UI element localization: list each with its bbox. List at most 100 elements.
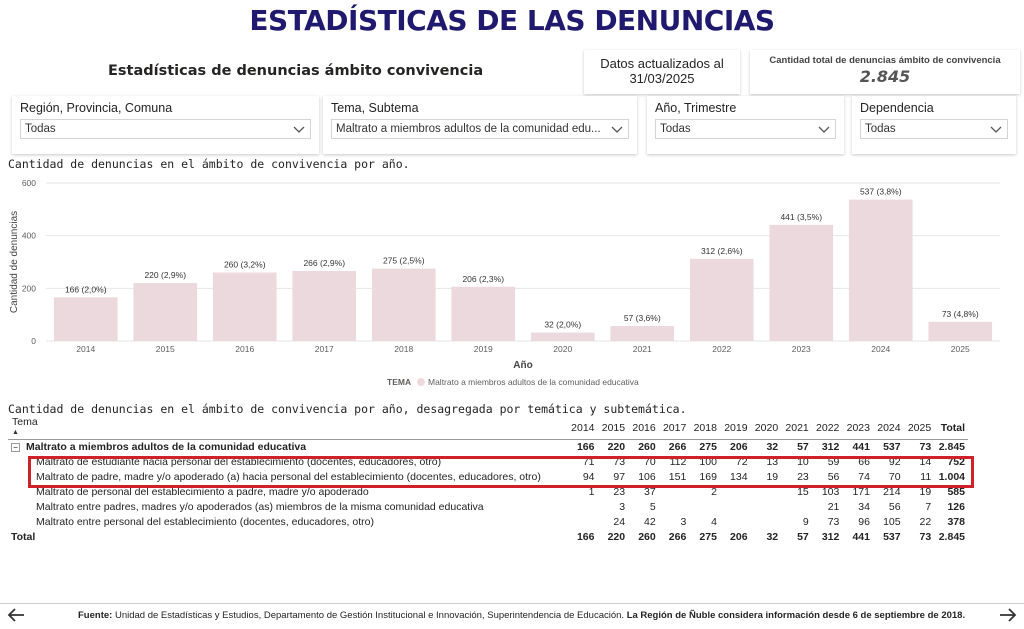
chevron-down-icon [293, 126, 305, 133]
filter-dependencia: Dependencia Todas [852, 96, 1016, 154]
table-cell: 23 [613, 486, 626, 498]
column-header-2017[interactable]: 2017 [658, 416, 690, 440]
filter-region-select[interactable]: Todas [20, 119, 311, 139]
table-cell: 42 [644, 516, 656, 528]
table-cell: 166 [566, 439, 598, 455]
filter-anio-select[interactable]: Todas [655, 119, 836, 139]
table-cell: 171 [852, 486, 870, 498]
x-tick-label-2018: 2018 [394, 344, 413, 354]
column-header-2018[interactable]: 2018 [689, 416, 720, 440]
chevron-down-icon [611, 126, 623, 133]
table-cell: 441 [852, 531, 870, 543]
legend-title: TEMA [387, 377, 411, 387]
table-cell: 73 [613, 456, 626, 468]
column-header-2025[interactable]: 2025 [903, 416, 935, 440]
filter-dependencia-select[interactable]: Todas [860, 119, 1008, 139]
bar-2024 [848, 199, 913, 341]
table-cell: 537 [883, 531, 901, 543]
table-cell: 56 [888, 501, 901, 513]
y-tick-label: 200 [22, 283, 36, 293]
filter-dependencia-label: Dependencia [860, 101, 934, 115]
filter-anio: Año, Trimestre Todas [647, 96, 844, 154]
row-label: Maltrato entre padres, madres y/o apoder… [8, 500, 567, 515]
arrow-left-icon[interactable] [6, 606, 26, 624]
table-cell: 169 [699, 471, 717, 483]
bar-2018 [371, 268, 436, 341]
table-cell: 57 [781, 439, 812, 455]
table-cell: 3 [680, 516, 687, 528]
table-cell: 166 [576, 531, 595, 543]
table-cell [659, 500, 690, 515]
column-header-2016[interactable]: 2016 [628, 416, 659, 440]
collapse-icon[interactable]: − [11, 443, 20, 453]
filter-tema: Tema, Subtema Maltrato a miembros adulto… [323, 96, 637, 154]
table-cell: 275 [689, 439, 720, 455]
arrow-right-icon[interactable] [998, 606, 1018, 624]
table-cell: 24 [613, 516, 626, 528]
filter-region: Región, Provincia, Comuna Todas [12, 96, 319, 154]
table-row: Maltrato de personal del establecimiento… [8, 485, 968, 500]
table-cell: 266 [658, 439, 690, 455]
table-cell: 59 [827, 456, 840, 468]
column-header-2022[interactable]: 2022 [811, 416, 843, 440]
column-header-2023[interactable]: 2023 [842, 416, 873, 440]
row-label: Maltrato de padre, madre y/o apoderado (… [8, 470, 567, 485]
table-cell [567, 515, 598, 530]
data-label-2023: 441 (3,5%) [780, 212, 822, 222]
table-cell: 260 [638, 531, 656, 543]
bar-chart: 0 200 400 600 Cantidad de denuncias 166 (2,0%… [9, 178, 1000, 387]
legend-marker [417, 378, 425, 386]
table-cell: 537 [872, 439, 904, 455]
data-label-2021: 57 (3,6%) [624, 313, 661, 323]
column-header-2020[interactable]: 2020 [750, 416, 782, 440]
filter-anio-label: Año, Trimestre [655, 101, 737, 115]
bar-2016 [212, 272, 277, 341]
table-cell: 134 [730, 471, 748, 483]
filter-tema-label: Tema, Subtema [331, 101, 419, 115]
table-cell: 1 [588, 486, 595, 498]
column-header-2021[interactable]: 2021 [781, 416, 812, 440]
column-header-2015[interactable]: 2015 [597, 416, 629, 440]
table-cell: 21 [827, 501, 840, 513]
table-cell: 13 [766, 456, 779, 468]
column-header-total[interactable]: Total [934, 416, 968, 440]
chart-title: Cantidad de denuncias en el ámbito de co… [8, 157, 410, 171]
table-cell: 37 [644, 486, 656, 498]
row-label-text: Maltrato de personal del establecimiento… [36, 486, 369, 498]
column-header-2014[interactable]: 2014 [566, 416, 598, 440]
data-label-2018: 275 (2,5%) [383, 256, 425, 266]
table-cell: 105 [883, 516, 901, 528]
row-total-cell: 378 [947, 516, 965, 528]
total-denuncias-value: 2.845 [859, 67, 911, 86]
bar-2014 [53, 297, 118, 341]
row-total-cell: 1.004 [938, 471, 965, 483]
row-total-cell: 126 [947, 501, 965, 513]
filter-tema-value: Maltrato a miembros adultos de la comuni… [336, 123, 601, 135]
table-cell: 11 [920, 471, 932, 483]
column-header-2024[interactable]: 2024 [872, 416, 904, 440]
row-label-text: Maltrato a miembros adultos de la comuni… [26, 441, 307, 454]
column-header-2019[interactable]: 2019 [719, 416, 751, 440]
table-cell [720, 485, 751, 500]
bar-2023 [769, 224, 834, 341]
table-cell [720, 515, 751, 530]
footer-source: Fuente: Unidad de Estadísticas y Estudio… [78, 610, 965, 621]
legend-label: Maltrato a miembros adultos de la comuni… [428, 377, 639, 387]
bar-2021 [610, 325, 675, 341]
sort-ascending-icon[interactable]: ▲ [12, 429, 19, 436]
data-label-2019: 206 (2,3%) [462, 274, 504, 284]
table-cell: 220 [597, 439, 629, 455]
page-title: ESTADÍSTICAS DE LAS DENUNCIAS [249, 4, 775, 37]
total-denuncias-card: Cantidad total de denuncias ámbito de co… [750, 50, 1020, 94]
x-tick-label-2023: 2023 [792, 344, 811, 354]
table-cell: 71 [582, 456, 595, 468]
table-cell: 106 [638, 471, 656, 483]
table-cell [720, 500, 751, 515]
table-group-row[interactable]: − Maltrato a miembros adultos de la comun… [8, 439, 968, 455]
table-cell: 70 [888, 471, 901, 483]
table-cell: 214 [883, 486, 901, 498]
filter-dependencia-value: Todas [865, 123, 896, 135]
filter-tema-select[interactable]: Maltrato a miembros adultos de la comuni… [331, 119, 629, 139]
row-label-text: Total [11, 531, 36, 543]
column-header-tema[interactable]: Tema ▲ [8, 416, 567, 440]
